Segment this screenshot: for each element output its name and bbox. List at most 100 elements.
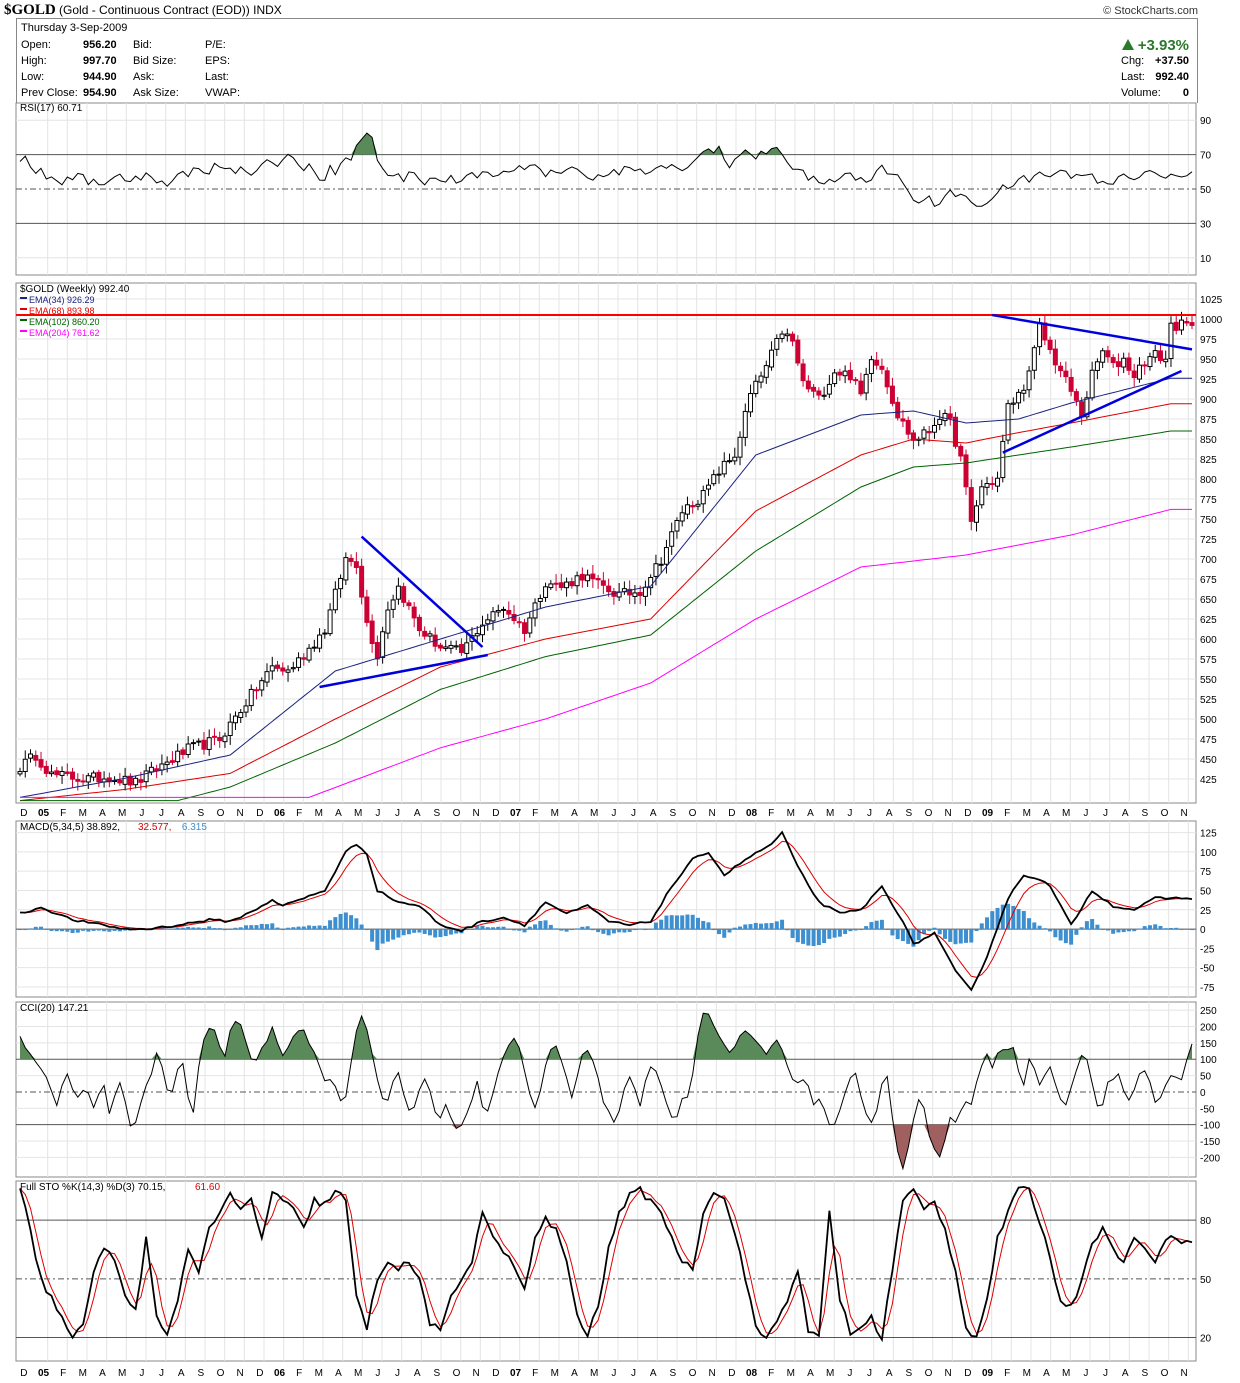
candle-up xyxy=(842,370,848,377)
x-tick-label: J xyxy=(139,1368,144,1379)
candle-up xyxy=(395,585,401,600)
histogram-bar xyxy=(643,929,648,931)
x-tick-label: O xyxy=(689,1368,697,1379)
y-tick-label: 10 xyxy=(1200,254,1212,265)
candle-down xyxy=(1073,391,1079,401)
histogram-bar xyxy=(948,929,953,942)
y-tick-label: 20 xyxy=(1200,1334,1212,1345)
histogram-bar xyxy=(885,929,890,931)
x-tick-label: M xyxy=(1062,1368,1070,1379)
histogram-bar xyxy=(769,922,774,930)
y-tick-label: -25 xyxy=(1200,944,1215,955)
histogram-bar xyxy=(738,926,743,930)
histogram-bar xyxy=(433,929,438,938)
histogram-bar xyxy=(1111,929,1116,934)
histogram-bar xyxy=(380,929,385,944)
histogram-bar xyxy=(322,925,327,930)
x-tick-label: N xyxy=(709,808,716,819)
candle-down xyxy=(1115,361,1121,368)
candle-up xyxy=(974,505,980,523)
x-tick-label: J xyxy=(1103,1368,1108,1379)
stoch-d-legend: 61.60 xyxy=(195,1182,220,1193)
histogram-bar xyxy=(517,929,522,931)
histogram-bar xyxy=(590,929,595,931)
bid-label: Bid: xyxy=(133,39,152,51)
low-label: Low: xyxy=(21,71,45,83)
candle-up xyxy=(59,771,65,776)
x-tick-label: O xyxy=(453,1368,461,1379)
x-tick-label: 06 xyxy=(274,1368,286,1379)
candle-down xyxy=(416,616,422,632)
candle-up xyxy=(285,669,291,673)
candle-up xyxy=(133,777,139,786)
histogram-bar xyxy=(1016,908,1021,930)
eps-label: EPS: xyxy=(205,55,231,67)
x-tick-label: A xyxy=(414,1368,421,1379)
candle-down xyxy=(800,363,806,382)
histogram-bar xyxy=(1042,928,1047,930)
y-tick-label: 1025 xyxy=(1200,295,1223,306)
candle-up xyxy=(85,775,91,783)
histogram-bar xyxy=(538,920,543,930)
histogram-bar xyxy=(454,929,459,934)
x-tick-label: 07 xyxy=(510,1368,522,1379)
x-tick-label: 06 xyxy=(274,808,286,819)
histogram-bar xyxy=(890,929,895,936)
histogram-bar xyxy=(695,917,700,930)
candle-up xyxy=(332,588,338,611)
histogram-bar xyxy=(196,927,201,930)
candle-down xyxy=(926,430,932,434)
candle-down xyxy=(180,749,186,755)
histogram-bar xyxy=(233,927,238,930)
y-tick-label: 725 xyxy=(1200,535,1217,546)
histogram-bar xyxy=(170,928,175,930)
histogram-bar xyxy=(501,926,506,930)
histogram-bar xyxy=(417,929,422,933)
candle-down xyxy=(837,371,843,376)
y-tick-label: 50 xyxy=(1200,1275,1212,1286)
candle-up xyxy=(1089,369,1095,399)
y-tick-label: 750 xyxy=(1200,515,1217,526)
x-tick-label: J xyxy=(1083,1368,1088,1379)
candle-up xyxy=(548,583,554,589)
histogram-bar xyxy=(911,929,916,947)
y-tick-label: 900 xyxy=(1200,395,1217,406)
x-tick-label: F xyxy=(532,1368,538,1379)
histogram-bar xyxy=(701,920,706,930)
histogram-bar xyxy=(243,925,248,930)
histogram-bar xyxy=(543,920,548,930)
histogram-bar xyxy=(680,915,685,930)
histogram-bar xyxy=(569,929,574,931)
x-tick-label: F xyxy=(1004,808,1010,819)
x-tick-label: A xyxy=(650,808,657,819)
y-tick-label: -50 xyxy=(1200,1104,1215,1115)
x-tick-label: J xyxy=(395,808,400,819)
candle-up xyxy=(296,657,302,668)
chg-value: +37.50 xyxy=(1155,55,1189,67)
candle-up xyxy=(527,617,533,634)
x-tick-label: A xyxy=(1043,808,1050,819)
y-tick-label: -75 xyxy=(1200,983,1215,994)
x-tick-label: A xyxy=(886,1368,893,1379)
x-tick-label: J xyxy=(395,1368,400,1379)
candle-down xyxy=(348,557,354,562)
candle-down xyxy=(590,573,596,580)
rsi-legend: RSI(17) 60.71 xyxy=(20,103,83,114)
candle-up xyxy=(979,486,985,506)
candle-up xyxy=(1168,322,1174,360)
last-value: 992.40 xyxy=(1155,71,1189,83)
histogram-bar xyxy=(753,922,758,930)
candle-up xyxy=(826,383,832,395)
histogram-bar xyxy=(638,928,643,930)
candle-down xyxy=(874,359,880,366)
candle-up xyxy=(17,771,23,775)
histogram-bar xyxy=(611,929,616,934)
candle-down xyxy=(1068,376,1074,392)
x-tick-label: F xyxy=(768,1368,774,1379)
x-tick-label: M xyxy=(79,808,87,819)
candle-down xyxy=(201,739,207,750)
y-tick-label: 450 xyxy=(1200,755,1217,766)
candle-up xyxy=(1000,440,1006,479)
x-tick-label: O xyxy=(1161,1368,1169,1379)
last-label-left: Last: xyxy=(205,71,229,83)
